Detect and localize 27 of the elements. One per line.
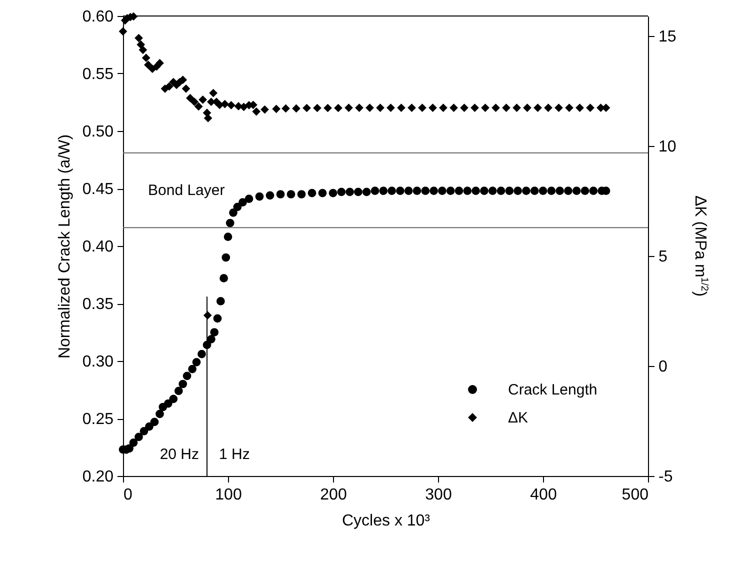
x-axis-title: Cycles x 10³: [342, 512, 431, 530]
x-tick-label: 400: [530, 486, 557, 504]
y-tick-label: 0.45: [82, 181, 114, 198]
y-tick-label: 0.30: [82, 354, 114, 370]
x-tick-label: 500: [622, 486, 649, 504]
y-tick-label: 0.25: [82, 411, 114, 428]
y-tick-label: 0.20: [82, 468, 114, 486]
x-tick-label: 0: [124, 486, 132, 504]
y-tick-label: 0.50: [82, 124, 114, 140]
y2-tick-label: 10: [658, 138, 676, 156]
y-axis-title: Normalized Crack Length (a/W): [56, 134, 74, 359]
y-tick-label: 0.40: [82, 238, 114, 256]
annotation: 1 Hz: [219, 446, 250, 463]
y2-tick-label: 15: [658, 28, 676, 46]
y2-tick-label: 5: [658, 248, 668, 266]
annotation: 20 Hz: [160, 446, 199, 463]
x-tick-label: 200: [320, 486, 347, 504]
y-tick-label: 0.35: [82, 296, 114, 313]
x-tick-label: 100: [215, 486, 242, 504]
y-tick-label: 0.55: [82, 66, 114, 83]
legend-label: ΔK: [508, 410, 528, 426]
legend-label: Crack Length: [508, 382, 598, 398]
y-tick-label: 0.60: [82, 8, 114, 26]
y2-tick-label: 0: [658, 358, 668, 376]
annotation: Bond Layer: [148, 182, 225, 199]
y2-tick-label: -5: [658, 468, 673, 486]
x-tick-label: 300: [425, 486, 452, 504]
